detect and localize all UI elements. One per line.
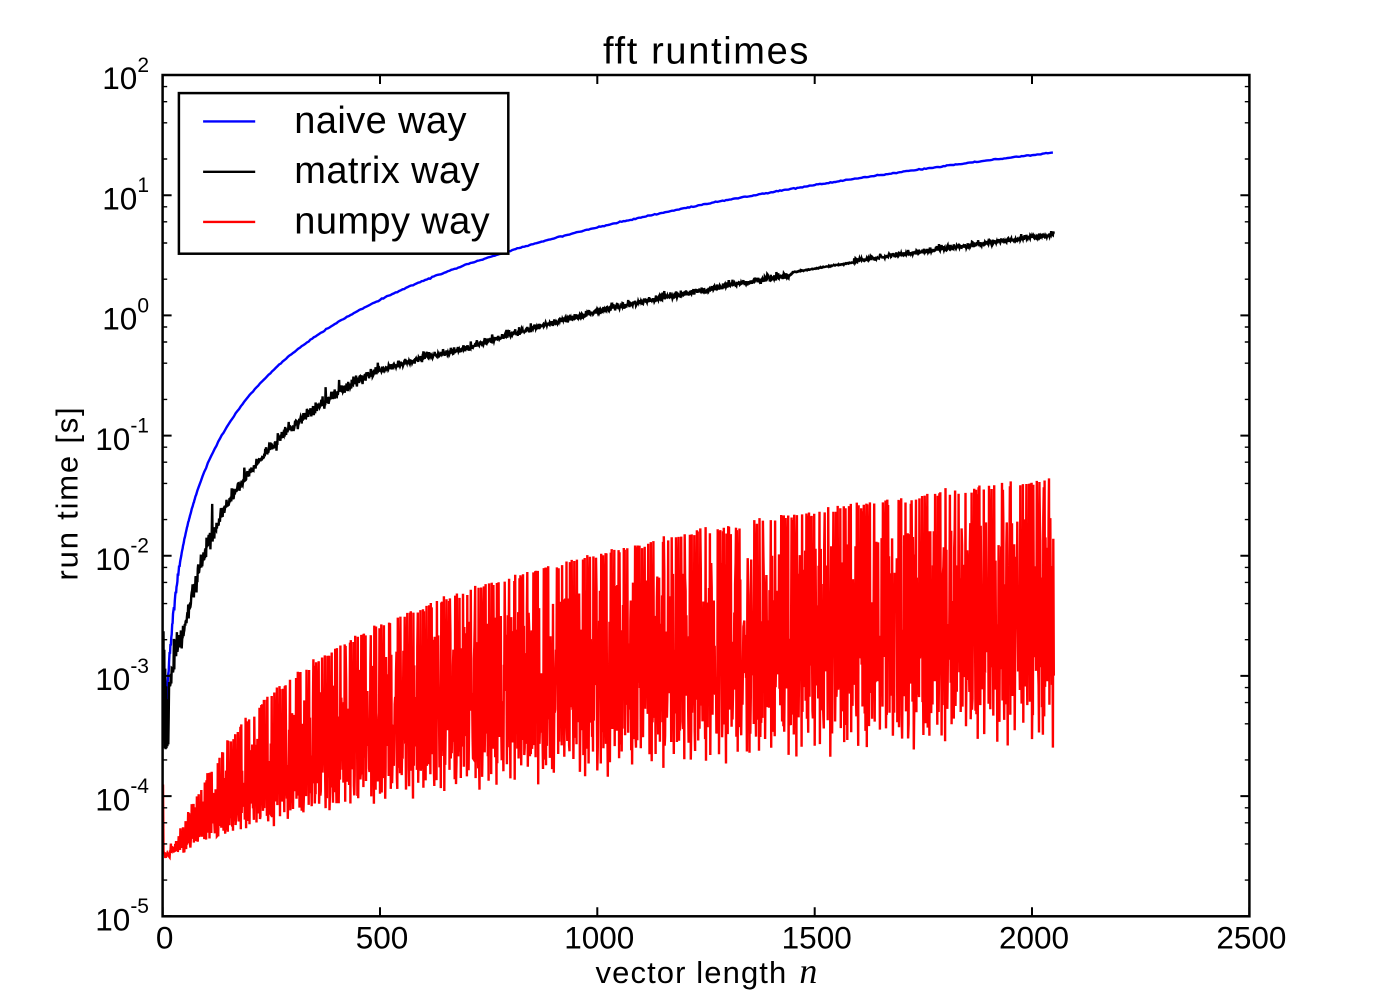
- svg-text:1500: 1500: [782, 919, 852, 955]
- svg-text:2500: 2500: [1216, 919, 1286, 955]
- svg-text:numpy way: numpy way: [294, 200, 490, 242]
- svg-text:0: 0: [156, 919, 174, 955]
- svg-text:1000: 1000: [564, 919, 634, 955]
- svg-text:fft runtimes: fft runtimes: [603, 31, 810, 73]
- svg-text:500: 500: [356, 919, 409, 955]
- svg-text:naive way: naive way: [294, 100, 467, 142]
- svg-text:run time [s]: run time [s]: [50, 406, 85, 581]
- svg-text:matrix way: matrix way: [294, 150, 480, 192]
- svg-text:2000: 2000: [999, 919, 1069, 955]
